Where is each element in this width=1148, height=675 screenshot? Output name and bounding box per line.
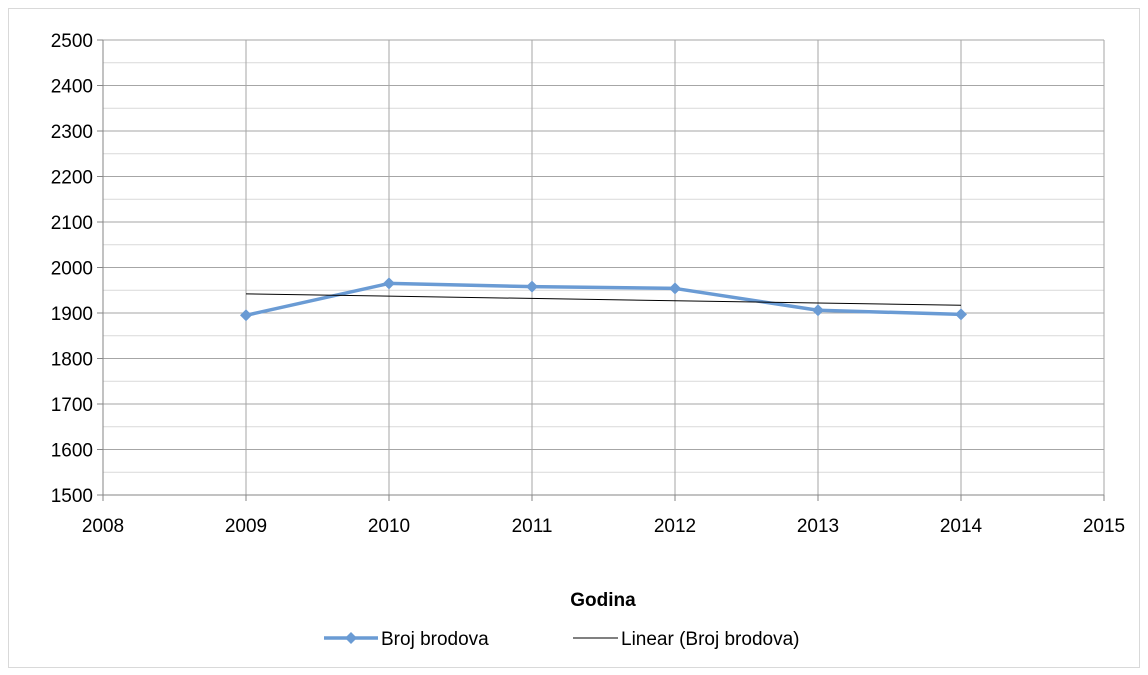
legend-marker-swatch: [345, 632, 357, 644]
y-tick-label: 2000: [51, 259, 93, 280]
y-tick-label: 1900: [51, 304, 93, 325]
series-layer: [240, 277, 967, 322]
data-point-marker: [240, 309, 252, 322]
y-tick-label: 2100: [51, 213, 93, 234]
x-tick-label: 2012: [654, 516, 696, 537]
data-point-marker: [526, 280, 538, 293]
chart-frame: [8, 8, 1140, 668]
legend: Broj brodova Linear (Broj brodova): [324, 629, 799, 650]
series-linear-trendline: [245, 293, 962, 306]
legend-label: Linear (Broj brodova): [621, 629, 799, 650]
x-tick-label: 2013: [797, 516, 839, 537]
y-tick-label: 2300: [51, 122, 93, 143]
data-point-marker: [955, 308, 967, 321]
trendline: [245, 293, 962, 306]
y-tick-label: 2400: [51, 77, 93, 98]
y-tick-label: 2200: [51, 168, 93, 189]
data-point-marker: [669, 282, 681, 295]
x-tick-label: 2011: [512, 516, 553, 537]
series-line: [245, 281, 962, 317]
x-tick-label: 2014: [940, 516, 983, 537]
data-point-marker: [383, 277, 395, 290]
y-tick-label: 1700: [51, 395, 93, 416]
legend-item-linear: Linear (Broj brodova): [573, 629, 799, 650]
axes: 1500 1600 1700 1800 1900 2000 2100 2200 2300 2400…: [51, 31, 1125, 537]
series-broj-brodova: [240, 277, 967, 322]
legend-item-broj-brodova: Broj brodova: [324, 629, 489, 650]
y-tick-label: 2500: [51, 31, 93, 52]
y-tick-label: 1800: [51, 350, 93, 371]
y-tick-label: 1600: [51, 441, 93, 462]
x-tick-label: 2009: [225, 516, 267, 537]
data-point-marker: [812, 304, 824, 317]
x-tick-label: 2015: [1083, 516, 1125, 537]
x-axis-label: Godina: [570, 590, 636, 611]
x-tick-label: 2008: [82, 516, 124, 537]
grid: [102, 39, 1105, 496]
y-tick-label: 1500: [51, 486, 93, 507]
x-tick-label: 2010: [368, 516, 410, 537]
legend-label: Broj brodova: [381, 629, 489, 650]
